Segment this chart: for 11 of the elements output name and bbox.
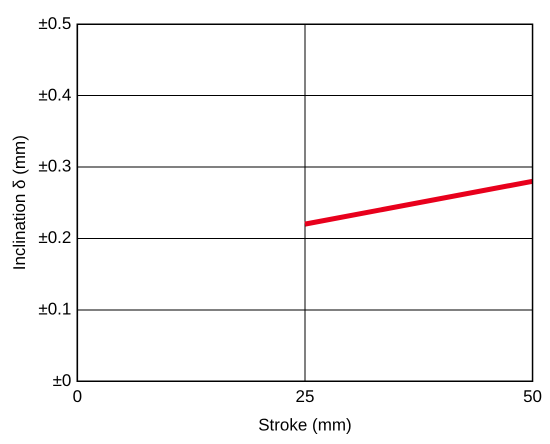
y-axis-title: Inclination δ (mm) [10, 135, 29, 270]
x-tick-label: 0 [72, 387, 82, 406]
x-axis-title: Stroke (mm) [258, 415, 352, 434]
y-tick-label: ±0 [52, 370, 72, 390]
x-tick-label: 25 [295, 387, 314, 406]
y-tick-label: ±0.3 [38, 156, 72, 176]
y-tick-label: ±0.5 [38, 14, 72, 33]
x-tick-label: 50 [523, 387, 542, 406]
y-tick-label: ±0.1 [38, 299, 72, 318]
y-tick-label: ±0.4 [38, 85, 72, 104]
y-tick-label: ±0.2 [38, 228, 72, 248]
